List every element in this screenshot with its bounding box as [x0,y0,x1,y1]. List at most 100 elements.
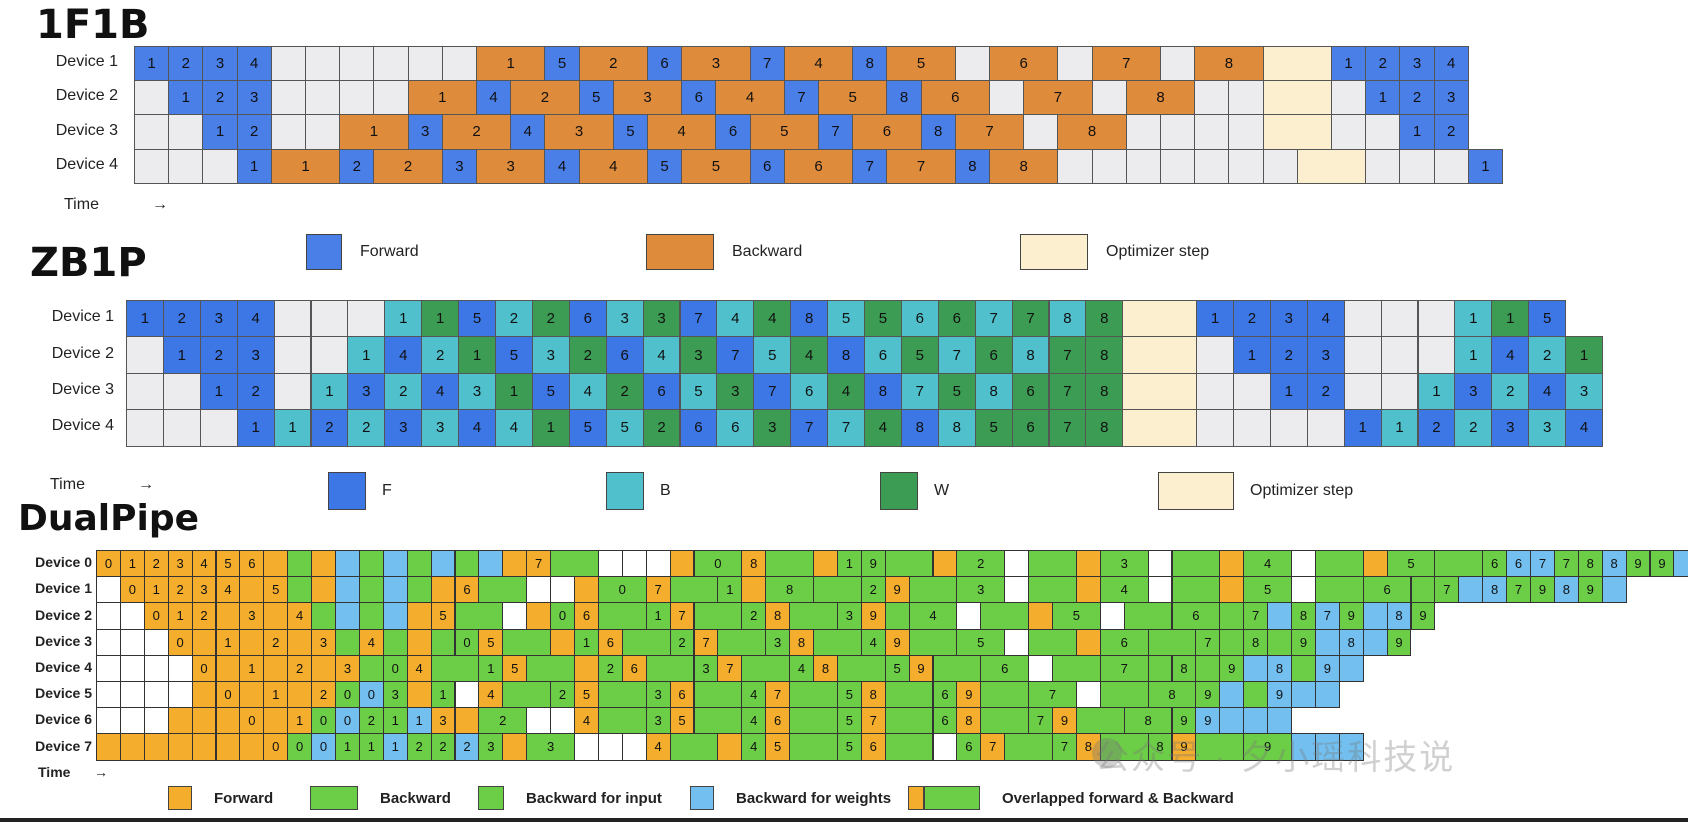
schedule-cell: 4 [1528,372,1567,411]
cell-label: 2 [439,739,447,755]
cell-label: 4 [489,89,498,107]
cell-label: 2 [296,660,304,676]
schedule-cell: 2 [510,80,580,116]
schedule-cell [119,681,145,709]
schedule-cell [1196,336,1234,374]
cell-label: 4 [1506,346,1515,364]
schedule-cell: 7 [860,707,886,735]
schedule-cell: 2 [263,628,289,656]
schedule-cell: 1 [335,733,360,761]
schedule-cell: 7 [753,372,792,411]
schedule-cell: 2 [956,550,1006,578]
schedule-cell [335,576,360,604]
cell-label: 2 [1447,123,1456,141]
schedule-cell: 3 [311,628,336,656]
schedule-cell [143,628,169,656]
schedule-cell [1434,550,1484,578]
schedule-cell: 7 [693,628,719,656]
cell-label: 8 [869,687,877,703]
cell-label: 3 [711,55,721,73]
schedule-cell: 3 [645,707,671,735]
cell-label: 8 [1252,634,1260,650]
schedule-cell [406,550,432,578]
cell-label: 2 [1284,346,1293,364]
schedule-cell: 2 [311,681,336,709]
cell-label: 5 [678,713,686,729]
cell-label: 9 [1299,634,1308,650]
schedule-cell: 3 [382,681,408,709]
schedule-cell: 6 [679,409,718,447]
schedule-cell [502,602,528,630]
cell-label: 1 [1210,310,1220,328]
cell-label: 1 [301,157,310,175]
cell-label: 8 [1610,556,1618,572]
schedule-cell [1196,372,1234,411]
cell-label: 3 [654,713,662,729]
cell-label: 4 [250,55,259,73]
schedule-cell [1122,372,1198,411]
cell-label: 8 [952,419,961,437]
schedule-cell: 6 [932,681,958,709]
schedule-cell: 1 [382,733,408,761]
schedule-cell: 8 [937,409,976,447]
cell-label: 6 [941,713,949,729]
legend-label: Backward [380,789,451,807]
cell-label: 8 [1084,739,1092,755]
cell-label: 2 [399,382,408,400]
cell-label: 2 [540,89,550,107]
schedule-cell [441,46,477,82]
cell-label: 3 [455,157,464,175]
schedule-cell [813,550,838,578]
schedule-cell [1458,576,1484,604]
schedule-cell: 0 [191,654,217,682]
cell-label: 1 [1506,310,1515,328]
cell-label: 4 [841,382,851,400]
cell-label: 5 [224,556,232,572]
schedule-cell: 1 [1454,300,1493,338]
schedule-cell [358,654,384,682]
cell-label: 9 [893,634,901,650]
cell-label: 1 [177,346,186,364]
device-label: Device 2 [35,606,92,623]
cell-label: 8 [865,55,874,73]
cell-label: 7 [1036,713,1045,729]
schedule-cell: 3 [612,80,683,116]
schedule-cell [96,707,121,735]
cell-label: 1 [250,157,259,175]
cell-label: 4 [200,556,208,572]
cell-label: 2 [272,634,280,650]
legend-label: Forward [214,789,274,807]
cell-label: 8 [1299,608,1308,624]
schedule-cell: 2 [236,114,272,150]
schedule-cell [263,550,289,578]
cell-label: 7 [1063,382,1072,400]
schedule-cell [1314,681,1340,709]
schedule-cell: 0 [263,733,289,761]
schedule-cell: 5 [430,602,456,630]
schedule-cell: 4 [236,46,272,82]
cell-label: 3 [620,310,629,328]
schedule-cell: 4 [908,602,958,630]
cell-label: 8 [1100,382,1109,400]
schedule-cell [382,550,408,578]
schedule-cell: 4 [287,602,313,630]
legend-swatch [880,472,918,510]
schedule-cell [311,654,336,682]
schedule-cell [310,336,349,374]
time-arrow: → [94,764,108,780]
schedule-cell: 1 [263,681,289,709]
device-label: Device 3 [55,121,118,139]
cell-label: 7 [865,157,874,175]
cell-label: 9 [1275,687,1284,703]
schedule-cell: 1 [162,336,201,374]
schedule-cell: 1 [134,46,170,82]
schedule-cell: 7 [679,300,718,338]
device-label: Device 4 [35,658,92,675]
schedule-cell: 1 [478,654,504,682]
schedule-cell: 8 [1267,654,1292,682]
schedule-cell [597,707,647,735]
schedule-cell [789,707,838,735]
schedule-cell [358,576,384,604]
cell-label: 2 [415,739,423,755]
schedule-cell: 3 [1269,300,1308,338]
